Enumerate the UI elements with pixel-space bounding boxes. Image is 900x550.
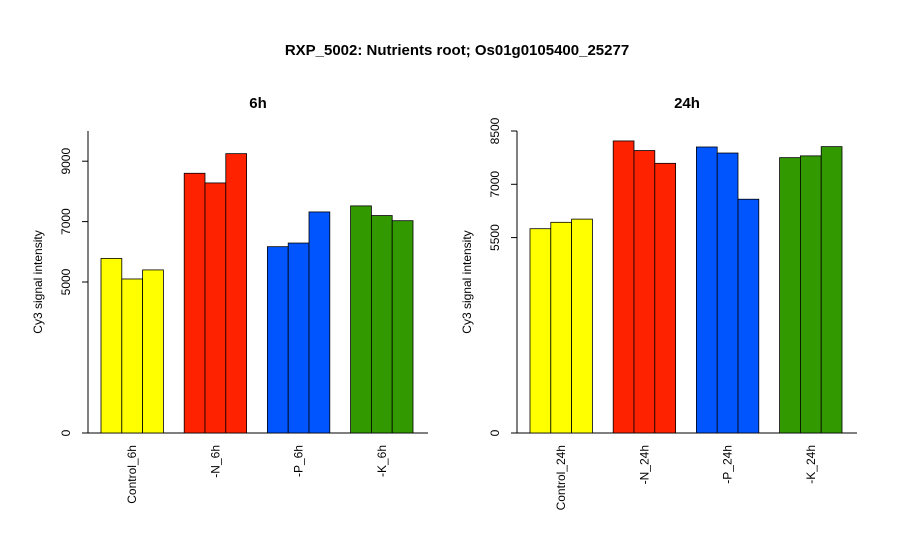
category-label: -P_6h (292, 445, 306, 477)
y-axis-title: Cy3 signal intensity (31, 230, 45, 333)
bar (100, 258, 123, 434)
category-label: -P_24h (721, 445, 735, 484)
y-tick-label: 7000 (59, 208, 73, 235)
bar (183, 172, 206, 434)
y-tick-label: 0 (488, 429, 502, 436)
category-label: Control_24h (554, 445, 568, 510)
bar (350, 205, 372, 434)
y-tick-label: 9000 (59, 148, 73, 175)
bar (800, 155, 822, 434)
panel-title: 24h (674, 95, 700, 112)
y-tick-label: 5000 (59, 268, 73, 295)
bar (529, 228, 552, 434)
bar (633, 150, 656, 434)
panel-title: 6h (249, 95, 267, 112)
panel-24h: 24h Cy3 signal intensity 0 5500 7000 8500 Cont… (460, 95, 857, 510)
bar (204, 182, 227, 434)
y-axis-title: Cy3 signal intensity (460, 230, 474, 333)
bar (225, 153, 248, 434)
category-label: -N_24h (637, 445, 651, 484)
bar (550, 221, 572, 434)
bar (696, 146, 718, 434)
category-label: -K_6h (375, 445, 389, 477)
category-label: -K_24h (804, 445, 818, 484)
panel-6h: 6h Cy3 signal intensity 0 5000 7000 9000 Contr… (31, 95, 428, 504)
bar (612, 140, 635, 434)
category-label: Control_6h (125, 445, 139, 504)
y-tick-label: 8500 (488, 117, 502, 144)
bar (370, 215, 393, 434)
bar (571, 218, 593, 434)
bar (266, 246, 289, 434)
bar (308, 211, 331, 434)
bar (779, 157, 801, 434)
y-tick-label: 5500 (488, 224, 502, 251)
bar (121, 278, 144, 434)
category-label: -N_6h (208, 445, 222, 478)
bar (142, 269, 164, 434)
bar (287, 242, 310, 434)
figure-title: RXP_5002: Nutrients root; Os01g0105400_2… (285, 42, 629, 59)
y-tick-label: 7000 (488, 171, 502, 198)
bar (716, 152, 739, 434)
bar (737, 198, 760, 434)
y-tick-label: 0 (59, 429, 73, 436)
bar (820, 146, 843, 434)
bar (654, 162, 676, 434)
bar (391, 220, 414, 434)
